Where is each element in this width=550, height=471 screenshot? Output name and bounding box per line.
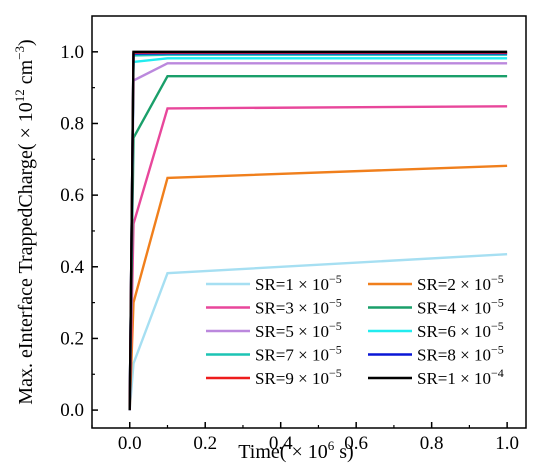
legend-label-9: SR=9 × 10−5	[255, 366, 342, 388]
legend-label-7: SR=7 × 10−5	[255, 343, 342, 365]
y-tick-label: 0.6	[60, 185, 84, 206]
legend-label-6: SR=6 × 10−5	[417, 319, 504, 341]
legend-label-3: SR=3 × 10−5	[255, 296, 342, 318]
y-tick-label: 0.0	[60, 400, 84, 421]
x-axis-ticks: 0.0 0.2 0.4 0.6 0.8 1.0	[91, 422, 519, 454]
series-layer	[128, 50, 508, 411]
plot-frame	[91, 15, 527, 429]
plot-background	[92, 16, 526, 428]
x-tick-label: 0.4	[269, 433, 293, 454]
y-axis-ticks: 0.0 0.2 0.4 0.6 0.8 1.0	[60, 42, 98, 421]
y-axis-label: Max. eInterface TrappedCharge( × 1012 cm…	[12, 39, 37, 404]
legend-label-8: SR=8 × 10−5	[417, 343, 504, 365]
y-tick-label: 1.0	[60, 42, 84, 63]
x-tick-label: 1.0	[495, 433, 519, 454]
legend: SR=1 × 10−5 SR=2 × 10−5 SR=3 × 10−5 SR=4 × …	[206, 272, 504, 388]
legend-label-5: SR=5 × 10−5	[255, 319, 342, 341]
x-tick-label: 0.2	[193, 433, 217, 454]
y-tick-label: 0.8	[60, 113, 84, 134]
series-line-10	[128, 50, 508, 411]
legend-label-2: SR=2 × 10−5	[417, 272, 504, 294]
legend-label-10: SR=1 × 10−4	[417, 366, 504, 388]
legend-label-4: SR=4 × 10−5	[417, 296, 504, 318]
legend-label-1: SR=1 × 10−5	[255, 272, 342, 294]
y-tick-label: 0.2	[60, 328, 84, 349]
y-tick-label: 0.4	[60, 257, 84, 278]
x-axis-label: Time( × 106 s)	[238, 438, 353, 463]
x-tick-label: 0.6	[344, 433, 368, 454]
x-tick-label: 0.0	[118, 433, 142, 454]
x-tick-label: 0.8	[420, 433, 444, 454]
